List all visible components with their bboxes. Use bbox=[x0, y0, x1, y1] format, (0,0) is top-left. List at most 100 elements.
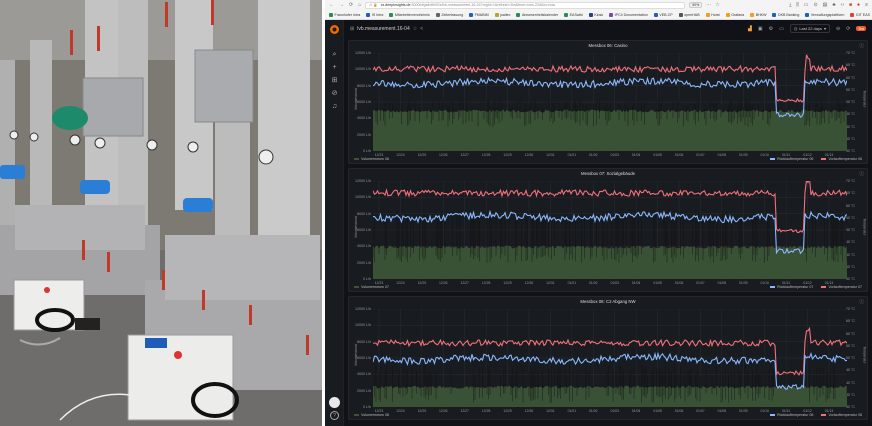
bookmark-star-icon[interactable]: ☆ bbox=[715, 2, 720, 8]
star-icon[interactable]: ☆ bbox=[412, 25, 418, 32]
x-axis-tick: 01/08 bbox=[717, 153, 727, 157]
bookmark-label: GIT EAS bbox=[855, 12, 871, 17]
bookmark-item[interactable]: FMABIM bbox=[469, 12, 489, 17]
back-icon[interactable]: ← bbox=[329, 2, 334, 8]
reader-icon[interactable]: ▤ bbox=[822, 2, 828, 8]
legend-item-vorlauf[interactable]: Vorlauftemperatur 07 bbox=[821, 285, 862, 289]
y-axis-right-tick: 70 °C bbox=[846, 51, 856, 55]
panel-info-icon[interactable]: ⓘ bbox=[859, 299, 865, 304]
bookmark-item[interactable]: DKB Banking bbox=[772, 12, 800, 17]
bookmark-item[interactable]: Verwaltungsplattform bbox=[805, 12, 844, 17]
x-axis-tick: 01/08 bbox=[717, 281, 727, 285]
y-axis-right-tick: 45 °C bbox=[846, 112, 856, 117]
x-axis-tick: 01/02 bbox=[589, 153, 598, 157]
menu-icon[interactable]: ≡ bbox=[865, 2, 868, 8]
bookmark-item[interactable]: Mitarbeiterverzeichnis bbox=[389, 12, 430, 17]
zoom-level-badge[interactable]: 90% bbox=[689, 2, 703, 8]
graph-panel[interactable]: Messbox 07: Sozialgebäude ⓘ 12000 L/h 10000… bbox=[348, 168, 868, 292]
refresh-icon[interactable]: ⟳ bbox=[846, 25, 851, 32]
bookmark-item[interactable]: Zeiterfassung bbox=[435, 12, 463, 17]
download-icon[interactable]: ⤓ bbox=[789, 2, 792, 8]
stop-icon[interactable]: ■ bbox=[849, 2, 853, 8]
y-axis-left-tick: 8000 L/h bbox=[357, 339, 371, 344]
alerting-icon[interactable]: ♫ bbox=[331, 103, 338, 110]
y-axis-right-tick: 55 °C bbox=[846, 215, 856, 220]
bookmark-item[interactable]: Fraunhofer Intra bbox=[329, 12, 360, 17]
forward-icon[interactable]: → bbox=[339, 2, 344, 8]
legend-item-ruecklauf[interactable]: Rücklauftemperatur 07 bbox=[770, 285, 813, 289]
code-icon[interactable]: ‹› bbox=[840, 2, 845, 8]
grafana-logo-icon[interactable] bbox=[329, 24, 340, 35]
panel-info-icon[interactable]: ⓘ bbox=[859, 171, 865, 176]
dashboard-title[interactable]: lvb.measurement.16-04 bbox=[357, 25, 410, 32]
bookmark-label: Grafana bbox=[731, 12, 745, 17]
sidebar-icon[interactable]: ▭ bbox=[803, 2, 809, 8]
settings-icon[interactable]: ⚙ bbox=[768, 25, 774, 32]
x-axis-tick: 12/23 bbox=[374, 409, 384, 413]
panel-title[interactable]: Messbox 07: Sozialgebäude bbox=[581, 171, 635, 176]
avatar[interactable] bbox=[329, 397, 340, 408]
addon-icon[interactable]: ♣ bbox=[832, 2, 836, 8]
url-bar[interactable]: ⊙ 🔒 xx.deepinsights.de:3000/d/gsdofbNGz/… bbox=[365, 1, 686, 9]
help-icon[interactable]: ? bbox=[330, 411, 339, 420]
url-path: :3000/d/gsdofbNGz/lvb-measurement-16-04?… bbox=[410, 3, 556, 7]
x-axis-tick: 01/09 bbox=[739, 281, 748, 285]
legend-left[interactable]: Volumenstrom 06 bbox=[354, 157, 389, 161]
time-series-chart[interactable] bbox=[373, 53, 847, 151]
bookmark-favicon-icon bbox=[653, 12, 658, 17]
time-range-picker[interactable]: ◷ Last 22 days ▾ bbox=[789, 24, 831, 33]
y-axis-left-tick: 12000 L/h bbox=[355, 51, 371, 55]
bookmark-item[interactable]: EASwiki bbox=[564, 12, 583, 17]
library-icon[interactable]: ⫼ bbox=[796, 2, 799, 8]
panel-info-icon[interactable]: ⓘ bbox=[859, 43, 865, 48]
bookmark-favicon-icon bbox=[678, 12, 683, 17]
bookmark-item[interactable]: Kiosk bbox=[588, 12, 603, 17]
graph-panel[interactable]: Messbox 08: C2 Abgang NW ⓘ 12000 L/h 10000 … bbox=[348, 296, 868, 420]
legend-item-vorlauf[interactable]: Vorlauftemperatur 06 bbox=[821, 157, 862, 161]
bookmark-label: VEB-CP bbox=[659, 12, 673, 17]
bookmark-item[interactable]: jualtec bbox=[494, 12, 510, 17]
legend-left[interactable]: Volumenstrom 08 bbox=[354, 413, 389, 417]
graph-panel[interactable]: Messbox 06: Casino ⓘ 12000 L/h 10000 L/h 800… bbox=[348, 40, 868, 164]
x-axis-tick: 01/04 bbox=[631, 281, 641, 285]
reload-icon[interactable]: ⟳ bbox=[349, 2, 354, 8]
explore-icon[interactable]: ⊘ bbox=[331, 90, 338, 97]
dashboards-icon[interactable]: ⊞ bbox=[331, 77, 338, 84]
tv-mode-icon[interactable]: ▭ bbox=[779, 25, 784, 32]
page-actions-icon[interactable]: ··· bbox=[706, 2, 712, 8]
legend-item-ruecklauf[interactable]: Rücklauftemperatur 08 bbox=[770, 413, 813, 417]
bookmark-item[interactable]: Grafana bbox=[725, 12, 745, 17]
add-panel-icon[interactable]: ▟ bbox=[748, 25, 752, 32]
legend-left[interactable]: Volumenstrom 07 bbox=[354, 285, 389, 289]
bookmark-item[interactable]: BHKW bbox=[750, 12, 766, 17]
bookmark-item[interactable]: VEB-CP bbox=[653, 12, 673, 17]
plus-icon[interactable]: + bbox=[332, 64, 337, 71]
bookmark-item[interactable]: openHAB bbox=[678, 12, 700, 17]
home-icon[interactable]: ⌂ bbox=[358, 2, 362, 8]
time-series-chart[interactable] bbox=[373, 181, 847, 279]
refresh-interval-select[interactable]: 5m bbox=[856, 26, 866, 31]
bookmark-item[interactable]: GIT EAS bbox=[850, 12, 871, 17]
x-axis-tick: 12/26 bbox=[439, 409, 448, 413]
bookmark-label: DKB Banking bbox=[777, 12, 800, 17]
legend-item-vorlauf[interactable]: Vorlauftemperatur 08 bbox=[821, 413, 862, 417]
search-icon[interactable]: ⌕ bbox=[332, 51, 337, 58]
block-icon[interactable]: ● bbox=[857, 2, 861, 8]
zoom-out-icon[interactable]: ⊖ bbox=[836, 25, 841, 32]
x-axis-tick: 01/07 bbox=[696, 153, 705, 157]
bookmark-item[interactable]: IPC4 Documentation bbox=[609, 12, 648, 17]
legend-item-ruecklauf[interactable]: Rücklauftemperatur 06 bbox=[770, 157, 813, 161]
save-icon[interactable]: ▣ bbox=[757, 25, 763, 32]
extension-icon[interactable]: ⊙ bbox=[813, 2, 818, 8]
bookmark-item[interactable]: IS Intra bbox=[366, 12, 383, 17]
x-axis-tick: 12/29 bbox=[503, 281, 512, 285]
x-axis-tick: 01/11 bbox=[782, 281, 791, 285]
bookmark-item[interactable]: Abwesenheitskalender bbox=[516, 12, 558, 17]
time-series-chart[interactable] bbox=[373, 309, 847, 407]
panel-title[interactable]: Messbox 06: Casino bbox=[588, 43, 628, 48]
share-icon[interactable]: < bbox=[420, 25, 424, 32]
bookmark-favicon-icon bbox=[389, 12, 394, 17]
bookmark-item[interactable]: Horst bbox=[705, 12, 720, 17]
y-axis-left-tick: 6000 L/h bbox=[357, 228, 371, 232]
panel-title[interactable]: Messbox 08: C2 Abgang NW bbox=[580, 299, 636, 304]
